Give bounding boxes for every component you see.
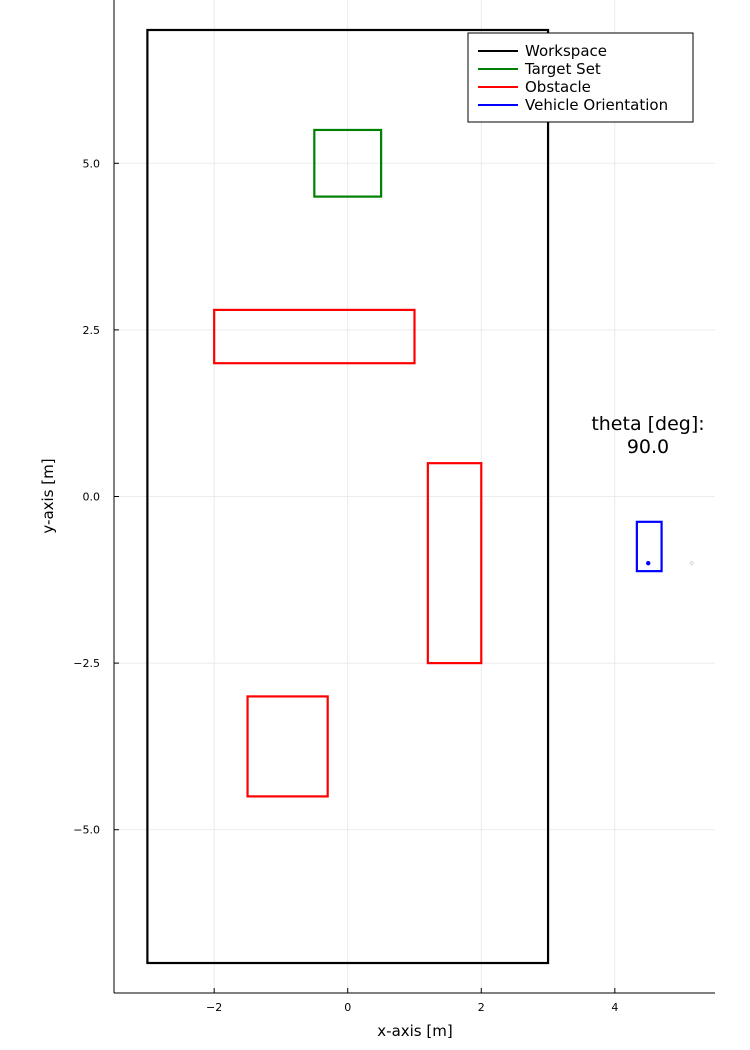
obstacle-rect: [426, 462, 483, 665]
grid-lines: [114, 0, 715, 993]
series-shapes: [146, 28, 694, 965]
workspace-rect: [146, 28, 550, 965]
x-tick-label: −2: [206, 1001, 222, 1014]
vehicle-orientation-rect: [635, 520, 663, 573]
legend-label: Obstacle: [525, 78, 591, 96]
theta-value: 90.0: [627, 436, 669, 458]
tick-labels: −2 0 2 4 5.0 2.5 0.0 −2.5 −5.0: [73, 157, 618, 1014]
obstacle-rect: [213, 308, 416, 365]
y-axis-label: y-axis [m]: [39, 458, 57, 533]
target-set-rect: [313, 128, 383, 198]
faint-marker: [689, 561, 694, 566]
x-axis-label: x-axis [m]: [377, 1022, 452, 1040]
x-tick-label: 2: [478, 1001, 485, 1014]
obstacle-rect: [246, 695, 329, 798]
y-tick-label: 0.0: [83, 491, 101, 504]
legend-box: [467, 32, 694, 123]
y-tick-label: −5.0: [73, 824, 100, 837]
x-tick-label: 0: [344, 1001, 351, 1014]
legend-label: Workspace: [525, 42, 607, 60]
y-tick-label: −2.5: [73, 657, 100, 670]
theta-label: theta [deg]:: [591, 413, 704, 435]
legend-label: Target Set: [524, 60, 601, 78]
legend-label: Vehicle Orientation: [525, 96, 668, 114]
y-tick-label: 2.5: [83, 324, 101, 337]
vehicle-center-point: [646, 560, 651, 566]
y-tick-label: 5.0: [83, 157, 101, 170]
x-tick-label: 4: [611, 1001, 618, 1014]
